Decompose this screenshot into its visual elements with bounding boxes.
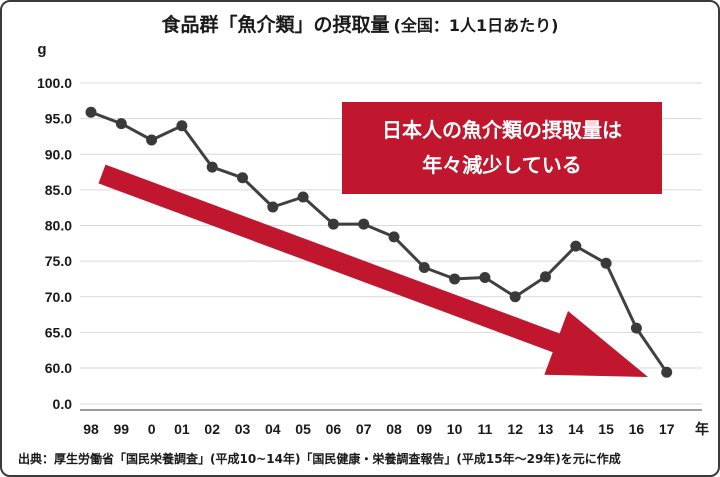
data-point [630, 322, 642, 334]
y-tick-label: 100.0 [37, 75, 72, 91]
data-point [479, 272, 491, 284]
data-point [509, 291, 521, 303]
x-tick-label: 16 [629, 421, 645, 437]
y-tick-label: 90.0 [45, 146, 72, 162]
y-tick-label: 95.0 [45, 111, 72, 127]
x-tick-label: 06 [326, 421, 342, 437]
data-point [267, 201, 279, 213]
x-tick-label: 98 [83, 421, 99, 437]
x-tick-label: 13 [538, 421, 554, 437]
x-tick-label: 12 [507, 421, 523, 437]
source-note: 出典：厚生労働省「国民栄養調査」(平成10~14年)「国民健康・栄養調査報告」(… [18, 452, 621, 466]
x-tick-label: 09 [417, 421, 433, 437]
data-point [358, 218, 370, 230]
x-tick-label: 11 [477, 421, 492, 437]
x-tick-label: 0 [148, 421, 156, 437]
data-point [297, 191, 309, 203]
x-tick-label: 08 [386, 421, 402, 437]
x-tick-label: 02 [204, 421, 220, 437]
data-point [449, 273, 461, 285]
callout-line-2: 年々減少している [422, 153, 582, 177]
x-tick-label: 10 [447, 421, 463, 437]
y-tick-label: 75.0 [45, 253, 72, 269]
data-point [570, 240, 582, 252]
y-tick-label: 85.0 [45, 182, 72, 198]
x-tick-label: 15 [598, 421, 614, 437]
x-tick-label: 17 [659, 421, 675, 437]
y-tick-label: 60.0 [45, 360, 72, 376]
data-point [85, 106, 97, 118]
y-axis-label: g [37, 41, 46, 58]
data-point [206, 161, 218, 173]
x-tick-label: 14 [568, 421, 584, 437]
data-point [418, 262, 430, 274]
data-point [540, 271, 551, 283]
series-line [90, 110, 668, 374]
x-tick-label: 04 [265, 421, 281, 437]
x-tick-label: 99 [114, 421, 130, 437]
y-tick-label: 0.0 [53, 396, 73, 412]
x-tick-label: 03 [235, 421, 251, 437]
y-tick-label: 65.0 [45, 324, 72, 340]
data-point [237, 172, 248, 184]
data-point [388, 231, 400, 243]
trend-arrow [98, 164, 648, 377]
y-tick-label: 70.0 [45, 289, 72, 305]
callout-box: 日本人の魚介類の摂取量は 年々減少している [342, 102, 662, 194]
data-point [600, 257, 612, 269]
chart-title-main: 食品群「魚介類」の摂取量 [161, 14, 390, 36]
chart-title-sub: (全国：1人1日あたり) [393, 16, 559, 35]
callout-line-1: 日本人の魚介類の摂取量は [382, 118, 622, 142]
data-point [176, 120, 188, 132]
x-tick-label: 01 [174, 421, 190, 437]
x-axis-label: 年 [695, 421, 709, 438]
data-point [146, 134, 158, 146]
data-point [327, 218, 339, 230]
chart-title: 食品群「魚介類」の摂取量 (全国：1人1日あたり) [2, 10, 718, 37]
data-point [661, 366, 673, 378]
x-tick-label: 05 [295, 421, 311, 437]
data-point [115, 118, 127, 130]
x-tick-label: 07 [356, 421, 372, 437]
y-tick-label: 80.0 [45, 218, 72, 234]
